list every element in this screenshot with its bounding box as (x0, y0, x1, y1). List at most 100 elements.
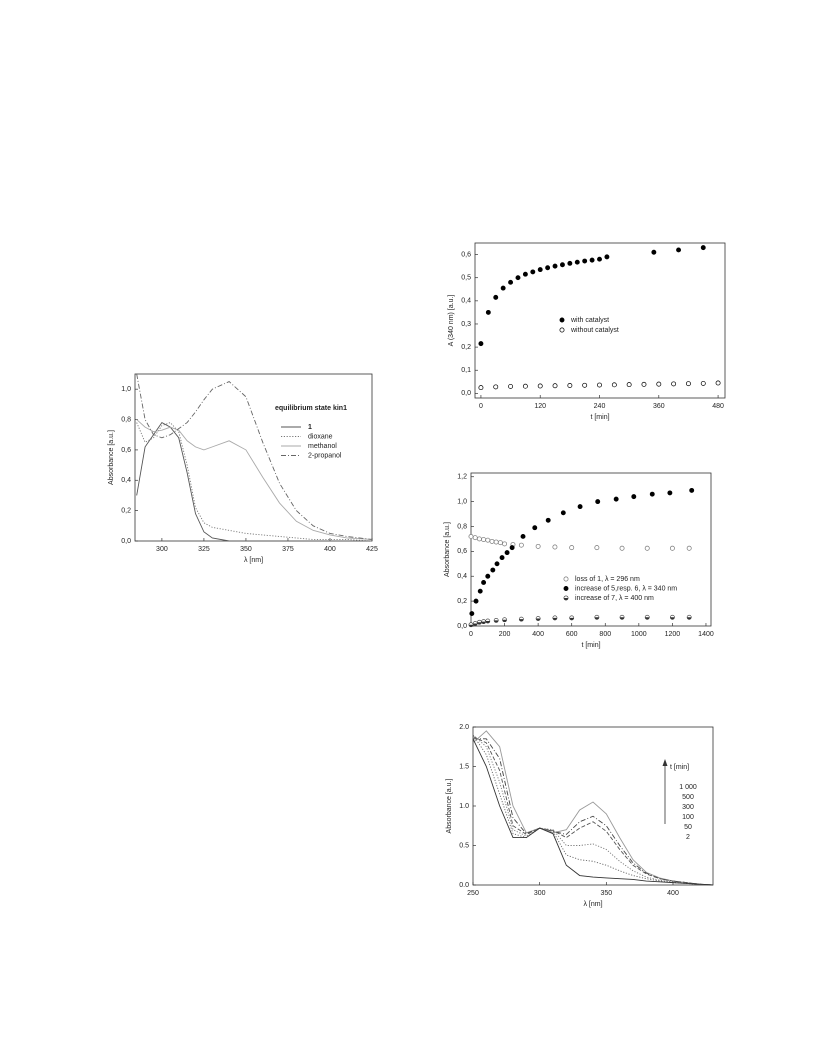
marker-half (473, 623, 478, 626)
series-line (136, 419, 373, 540)
series-line (473, 738, 714, 886)
legend-title: t [min] (670, 764, 689, 771)
legend-label: 500 (682, 794, 694, 801)
data-point (595, 499, 601, 505)
legend-marker (559, 317, 565, 323)
x-tick-label: 200 (499, 631, 511, 638)
y-tick-label: 2.0 (459, 724, 469, 731)
y-tick-label: 1.5 (459, 763, 469, 770)
data-point (518, 542, 524, 548)
data-point (522, 271, 528, 277)
y-tick-label: 1,0 (457, 498, 467, 505)
data-point (567, 260, 573, 266)
data-point (582, 382, 588, 388)
x-tick-label: 400 (324, 546, 336, 553)
series-line (136, 373, 373, 540)
y-tick-label: 0,8 (121, 416, 131, 423)
data-point (669, 545, 675, 551)
data-point (477, 588, 483, 594)
x-tick-label: 350 (240, 546, 252, 553)
marker-half (670, 617, 675, 620)
y-tick-label: 0,4 (121, 477, 131, 484)
marker-half (494, 620, 499, 623)
data-point (594, 545, 600, 551)
data-point (700, 380, 706, 386)
data-point (667, 490, 673, 496)
x-axis-label: t [min] (590, 414, 609, 421)
data-point (502, 541, 508, 547)
x-tick-label: 400 (667, 890, 679, 897)
y-tick-label: 1,2 (457, 474, 467, 481)
data-point (497, 540, 503, 546)
legend-label: dioxane (308, 433, 333, 440)
x-axis-label: t [min] (581, 642, 600, 649)
legend-label: increase of 7, λ = 400 nm (575, 595, 654, 602)
x-tick-label: 1200 (665, 631, 681, 638)
legend-label: methanol (308, 443, 337, 450)
marker-half (477, 622, 482, 625)
y-tick-label: 0,2 (121, 507, 131, 514)
data-point (537, 383, 543, 389)
data-point (490, 567, 496, 573)
data-point (644, 545, 650, 551)
data-point (656, 381, 662, 387)
plot-frame (470, 472, 712, 627)
x-tick-label: 300 (156, 546, 168, 553)
series-line (472, 736, 714, 886)
data-point (577, 504, 583, 510)
data-point (685, 381, 691, 387)
y-tick-label: 1.0 (459, 803, 469, 810)
x-tick-label: 1000 (631, 631, 647, 638)
data-point (485, 309, 491, 315)
y-tick-label: 0,1 (461, 367, 471, 374)
data-point (530, 269, 536, 275)
marker-half (594, 617, 599, 620)
x-axis-label: λ [nm] (583, 901, 602, 908)
data-point (473, 598, 479, 604)
marker-half (519, 619, 524, 622)
data-point (582, 258, 588, 264)
legend-marker (559, 327, 565, 333)
data-point (552, 383, 558, 389)
legend-title: equilibrium state kin1 (275, 405, 347, 412)
x-tick-label: 1400 (698, 631, 714, 638)
marker-half (619, 617, 625, 620)
marker-half (563, 598, 569, 601)
y-tick-label: 0,4 (461, 298, 471, 305)
y-tick-label: 0,0 (457, 623, 467, 630)
legend-label: without catalyst (570, 327, 619, 334)
y-axis-label: Absorbance [a.u.] (108, 430, 115, 485)
data-point (631, 494, 637, 500)
data-point (671, 381, 677, 387)
data-point (567, 383, 573, 388)
y-axis-label: Absorbance [a.u.] (446, 779, 453, 834)
data-point (611, 382, 617, 388)
data-point (493, 539, 499, 545)
y-tick-label: 0,0 (121, 538, 131, 545)
legend-label: 50 (684, 824, 692, 831)
legend-label: 100 (682, 814, 694, 821)
x-tick-label: 360 (653, 403, 665, 410)
x-tick-label: 800 (599, 631, 611, 638)
marker-half (502, 619, 507, 622)
data-point (613, 496, 619, 502)
y-tick-label: 0,8 (457, 523, 467, 530)
data-point (626, 382, 632, 388)
data-point (494, 561, 500, 567)
data-point (651, 249, 657, 255)
legend-label: 1 (308, 424, 312, 431)
data-point (560, 510, 566, 516)
x-tick-label: 375 (282, 546, 294, 553)
marker-half (485, 621, 490, 624)
data-point (508, 383, 514, 389)
data-point (489, 538, 495, 544)
data-point (535, 543, 541, 549)
x-tick-label: 480 (712, 403, 724, 410)
marker-half (481, 621, 486, 624)
data-point (504, 550, 510, 556)
y-tick-label: 0,6 (461, 251, 471, 258)
data-point (485, 537, 491, 543)
data-point (478, 385, 484, 391)
data-point (597, 382, 602, 388)
data-point (649, 491, 655, 497)
